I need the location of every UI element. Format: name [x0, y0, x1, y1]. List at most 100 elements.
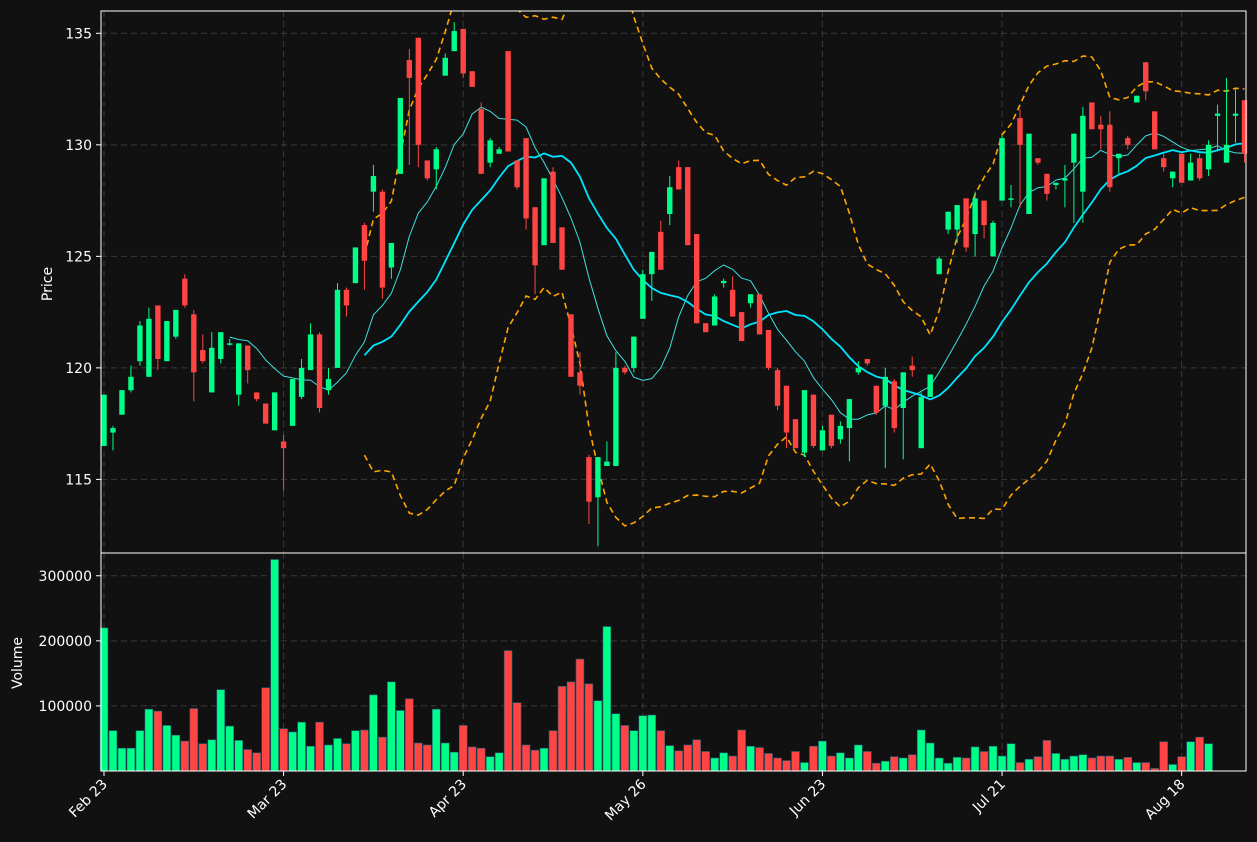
volume-bar — [791, 751, 800, 772]
volume-bar — [216, 689, 225, 772]
price-axis: 115 120 125 130 135 — [65, 26, 101, 488]
volume-bar — [782, 760, 791, 772]
volume-bar — [1159, 741, 1168, 772]
candle-body — [343, 289, 350, 306]
candle-body — [586, 457, 592, 502]
volume-bar — [602, 626, 612, 772]
date-tick-label: Apr 23 — [426, 777, 470, 821]
candle-body — [1169, 171, 1176, 179]
volume-bar — [719, 752, 728, 772]
candle-body — [514, 160, 520, 188]
candle-body — [864, 358, 871, 364]
candle-body — [640, 274, 646, 319]
candle-body — [370, 176, 377, 192]
candle-body — [550, 171, 556, 243]
volume-bar — [907, 754, 917, 772]
volume-bar — [387, 681, 396, 772]
volume-bar — [1087, 757, 1097, 772]
candle-body — [541, 178, 547, 246]
candle-body — [1035, 158, 1041, 163]
volume-bar — [467, 746, 477, 772]
candle-body — [227, 343, 233, 345]
candle-body — [720, 280, 727, 284]
volume-bar — [881, 760, 890, 772]
volume-bar — [108, 730, 118, 772]
candle-body — [1053, 182, 1059, 185]
volume-bar — [1168, 764, 1177, 772]
candle-body — [810, 394, 817, 446]
volume-bar — [306, 745, 315, 772]
date-tick-label: Jun 23 — [786, 777, 829, 820]
volume-tick-label: 200000 — [39, 634, 92, 650]
volume-bar — [575, 658, 585, 772]
volume-bar — [683, 744, 692, 772]
bollinger-upper-line — [363, 11, 1245, 336]
candle-body — [110, 428, 116, 433]
volume-tick-label: 300000 — [39, 569, 92, 585]
volume-bar — [351, 730, 360, 772]
candle-body — [164, 321, 170, 362]
volume-bar — [710, 757, 719, 772]
candle-body — [774, 370, 781, 406]
candle-body — [882, 376, 888, 406]
volume-bar — [539, 747, 549, 772]
volume-bar — [773, 757, 782, 772]
candle-body — [1008, 198, 1014, 200]
candle-body — [397, 97, 404, 174]
candle-body — [1205, 144, 1212, 170]
volume-bar — [818, 740, 827, 772]
volume-bars — [99, 559, 1213, 772]
candle-body — [1026, 133, 1032, 214]
candle-body — [271, 392, 278, 431]
candlesticks — [101, 22, 1248, 547]
candle-body — [828, 414, 835, 446]
volume-bar — [288, 731, 297, 772]
candle-body — [209, 347, 215, 393]
candle-body — [200, 350, 206, 362]
candle-body — [729, 289, 736, 317]
candle-body — [379, 191, 386, 288]
volume-bar — [530, 749, 540, 772]
volume-bar — [1123, 757, 1133, 772]
candle-body — [1116, 153, 1122, 159]
candle-body — [1107, 124, 1113, 188]
candle-body — [667, 187, 673, 214]
volume-bar — [593, 700, 603, 772]
candle-body — [352, 247, 359, 284]
volume-bar — [162, 725, 172, 772]
candle-body — [909, 365, 915, 371]
candle-body — [1241, 100, 1248, 154]
candle-body — [182, 278, 188, 306]
candle-body — [837, 425, 844, 440]
volume-bar — [396, 710, 405, 772]
candle-body — [1232, 113, 1239, 116]
volume-bar — [701, 751, 710, 772]
candle-body — [577, 372, 583, 386]
candle-body — [613, 367, 619, 467]
volume-axis-label: Volume — [10, 637, 26, 689]
volume-bar — [225, 725, 234, 772]
candle-body — [155, 305, 161, 359]
volume-bar — [665, 745, 675, 772]
volume-bar — [315, 721, 324, 772]
volume-bar — [925, 742, 935, 772]
volume-bar — [872, 762, 881, 772]
volume-bar — [1132, 762, 1141, 772]
candle-body — [496, 149, 502, 154]
candle-body — [945, 211, 951, 230]
candle-body — [658, 231, 664, 270]
price-axis-label: Price — [40, 267, 56, 301]
price-panel-background — [101, 11, 1246, 553]
price-tick-label: 135 — [65, 26, 92, 42]
candle-body — [325, 379, 332, 391]
candle-body — [316, 334, 323, 409]
candle-body — [1196, 158, 1203, 179]
candle-body — [702, 323, 709, 333]
volume-bar — [1069, 755, 1079, 772]
volume-bar — [512, 702, 522, 772]
candle-body — [1152, 111, 1158, 150]
candle-body — [361, 225, 368, 261]
volume-bar — [279, 728, 288, 772]
volume-bar — [153, 710, 163, 772]
